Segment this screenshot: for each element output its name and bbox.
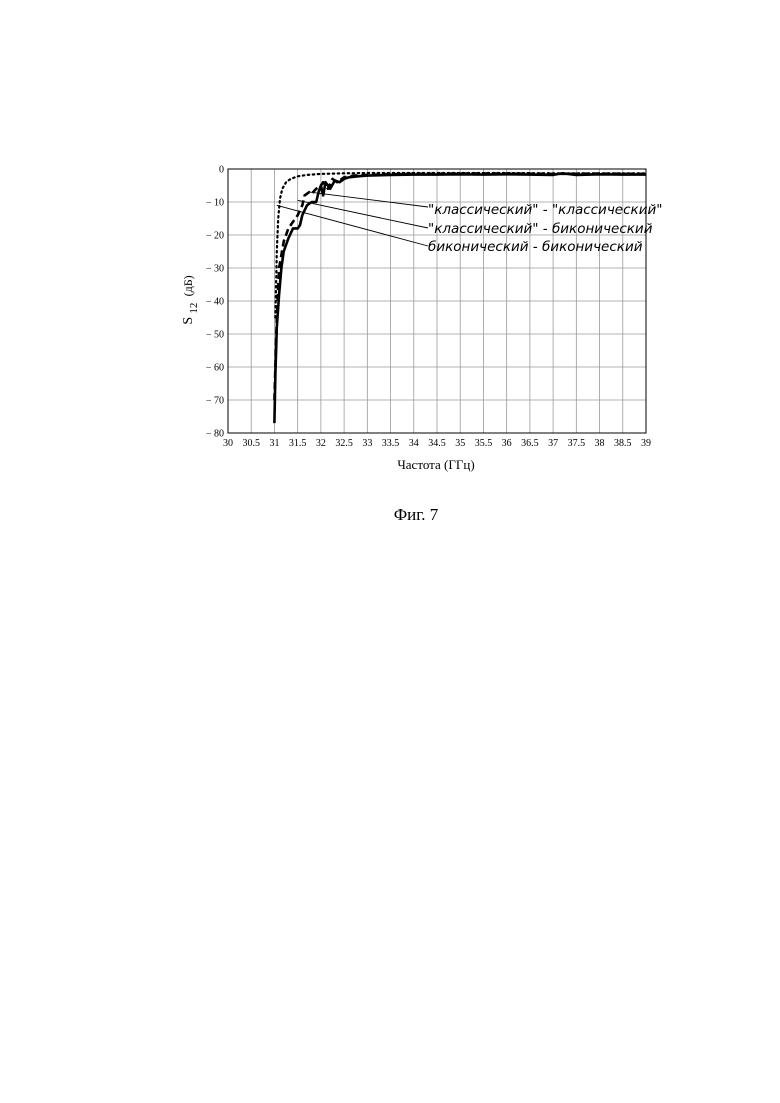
x-tick-label: 38.5 — [614, 438, 632, 449]
x-tick-label: 31.5 — [289, 438, 307, 449]
x-tick-label: 35 — [455, 438, 465, 449]
x-tick-label: 33.5 — [382, 438, 400, 449]
y-axis-title: S 12 (дБ) — [180, 275, 200, 324]
x-tick-label: 31 — [269, 438, 279, 449]
legend-label: "классический" - биконический — [428, 221, 653, 237]
x-tick-label: 32.5 — [335, 438, 353, 449]
x-tick-label: 36.5 — [521, 438, 539, 449]
x-tick-label: 38 — [595, 438, 605, 449]
x-tick-label: 37.5 — [568, 438, 586, 449]
y-tick-label: − 50 — [206, 330, 224, 341]
y-tick-label: − 40 — [206, 297, 224, 308]
x-tick-label: 39 — [641, 438, 651, 449]
y-tick-label: 0 — [219, 165, 224, 176]
y-tick-label: − 70 — [206, 396, 224, 407]
legend-leader-line — [309, 192, 428, 207]
x-tick-label: 37 — [548, 438, 558, 449]
y-axis-title-unit: (дБ) — [181, 275, 195, 296]
x-tick-label: 35.5 — [475, 438, 493, 449]
y-axis-title-main: S — [181, 317, 196, 325]
figure-caption: Фиг. 7 — [394, 505, 439, 524]
legend: "классический" - "классический" "классиче… — [428, 202, 662, 255]
svg-text:S 12 (дБ): S 12 (дБ) — [180, 275, 200, 324]
x-tick-label: 34 — [409, 438, 419, 449]
y-tick-label: − 80 — [206, 429, 224, 440]
legend-label: "классический" - "классический" — [428, 202, 662, 218]
x-axis-title: Частота (ГГц) — [397, 457, 474, 472]
y-tick-label: − 30 — [206, 264, 224, 275]
y-tick-label: − 20 — [206, 231, 224, 242]
x-tick-label: 30 — [223, 438, 233, 449]
legend-leader-lines — [277, 192, 428, 246]
y-axis-title-subscript: 12 — [188, 303, 200, 314]
x-tick-label: 34.5 — [428, 438, 446, 449]
x-tick-label: 32 — [316, 438, 326, 449]
x-tick-label: 30.5 — [242, 438, 260, 449]
legend-label: биконический - биконический — [428, 239, 643, 255]
y-tick-label: − 60 — [206, 363, 224, 374]
x-tick-label: 33 — [362, 438, 372, 449]
x-tick-label: 36 — [502, 438, 512, 449]
y-tick-label: − 10 — [206, 198, 224, 209]
